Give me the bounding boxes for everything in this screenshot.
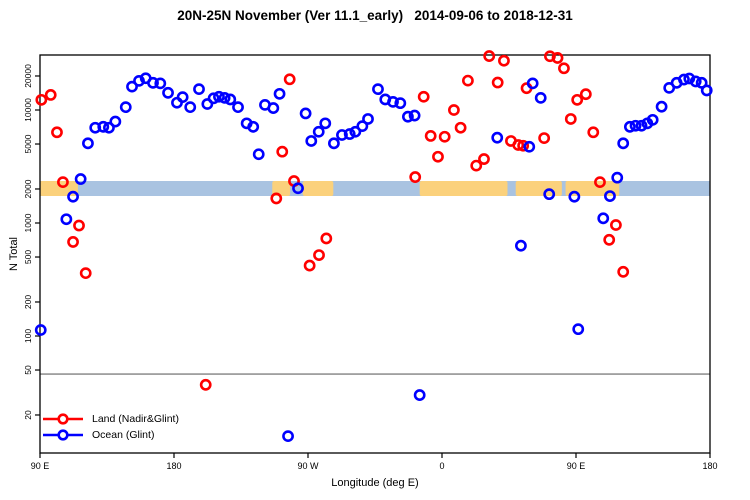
svg-text:200: 200 <box>23 295 33 309</box>
svg-text:0: 0 <box>439 461 444 471</box>
legend-item-ocean: Ocean (Glint) <box>42 427 179 443</box>
legend-label-land: Land (Nadir&Glint) <box>92 413 179 425</box>
svg-text:90 E: 90 E <box>31 461 50 471</box>
y-axis-title: N Total <box>8 236 20 272</box>
x-axis-title: Longitude (deg E) <box>331 477 419 489</box>
svg-text:2000: 2000 <box>23 179 33 198</box>
ocean-series-symbol-icon <box>43 429 83 441</box>
land-series-symbol-icon <box>43 413 83 425</box>
svg-text:50: 50 <box>23 365 33 375</box>
svg-text:180: 180 <box>166 461 181 471</box>
svg-text:90 W: 90 W <box>297 461 319 471</box>
svg-text:1000: 1000 <box>23 213 33 232</box>
svg-text:90 E: 90 E <box>567 461 586 471</box>
svg-text:20000: 20000 <box>23 64 33 88</box>
svg-text:5000: 5000 <box>23 134 33 153</box>
legend-item-land: Land (Nadir&Glint) <box>42 411 179 427</box>
svg-text:100: 100 <box>23 329 33 343</box>
legend-label-ocean: Ocean (Glint) <box>92 429 155 441</box>
legend: Land (Nadir&Glint) Ocean (Glint) <box>42 411 179 443</box>
chart-title: 20N-25N November (Ver 11.1_early) 2014-0… <box>177 8 573 23</box>
svg-text:500: 500 <box>23 250 33 264</box>
svg-text:180: 180 <box>702 461 717 471</box>
svg-text:20: 20 <box>23 410 33 420</box>
svg-text:10000: 10000 <box>23 98 33 122</box>
